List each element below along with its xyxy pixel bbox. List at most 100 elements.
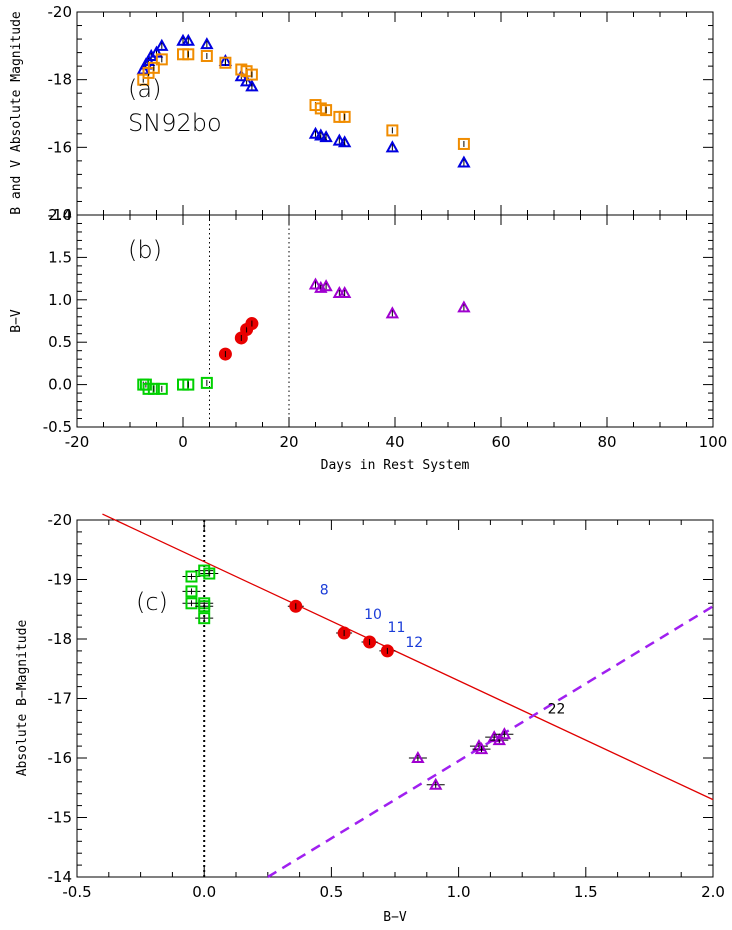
panel-c-purple-triangle-point-shape bbox=[497, 727, 512, 740]
panel-a-b_band-triangle-point bbox=[319, 130, 333, 143]
panel-a-b_band-triangle-point bbox=[332, 133, 347, 146]
panel-c-green-square-point-shape bbox=[185, 570, 198, 583]
panel-b-ylabel: B−V bbox=[9, 309, 24, 333]
panel-a-v_band-square-point bbox=[386, 124, 399, 137]
panel-a-b_band-triangle-point bbox=[457, 155, 471, 168]
panel-b-xtick-label: 60 bbox=[491, 433, 510, 451]
panel-c-green-square-point-shape bbox=[198, 612, 211, 625]
panel-c-green-square-point-shape bbox=[198, 600, 211, 613]
panel-a-b_band-triangle-point-shape bbox=[337, 135, 352, 148]
panel-c-xtick-label: 0.5 bbox=[319, 883, 343, 901]
panel-a-b_band-triangle-point-shape bbox=[239, 74, 254, 87]
panel-a-v_band-square-point-shape bbox=[338, 110, 351, 123]
panel-a-b_band-triangle-point bbox=[200, 37, 214, 50]
panel-a-v_band-square-point-shape bbox=[386, 124, 399, 137]
panel-b-ytick-label: -0.5 bbox=[43, 418, 72, 436]
panel-c-green-square-point-shape bbox=[185, 585, 198, 598]
panel-b-green-square-point-shape bbox=[155, 382, 168, 395]
panel-b-purple-triangle-point bbox=[319, 279, 333, 292]
panel-c-red-circle-point bbox=[363, 635, 377, 649]
panel-b-green-square-point bbox=[200, 376, 213, 389]
panel-c-purple-triangle-point-shape bbox=[492, 733, 507, 746]
panel-b-xtick-label: -20 bbox=[65, 433, 90, 451]
panel-c-purple-triangle-point bbox=[411, 750, 425, 763]
panel-a-b_band-triangle-point-shape bbox=[144, 48, 158, 61]
panel-c-red-circle-point bbox=[337, 626, 351, 640]
panel-c-xlabel: B−V bbox=[383, 910, 407, 925]
panel-a-label: (a) bbox=[128, 75, 161, 103]
panel-b-xtick-label: 20 bbox=[279, 433, 298, 451]
panel-c-ytick-label: -20 bbox=[48, 511, 73, 529]
panel-c-epoch-label: 10 bbox=[364, 607, 382, 623]
panel-c-label: (c) bbox=[136, 588, 168, 616]
panel-c-annotation-22: 22 bbox=[548, 701, 566, 717]
panel-b-red-circle-point bbox=[218, 347, 232, 361]
panel-a-b_band-triangle-point-shape bbox=[385, 140, 400, 153]
panel-a-v_band-square-point bbox=[457, 137, 470, 150]
panel-a-b_band-triangle-point-shape bbox=[308, 126, 323, 139]
panel-b-purple-triangle-point-shape bbox=[457, 300, 471, 313]
panel-c-xtick-label: 2.0 bbox=[701, 883, 725, 901]
panel-b-ytick-label: 1.5 bbox=[48, 248, 72, 266]
panel-b-xtick-label: 40 bbox=[385, 433, 404, 451]
panel-c-green-square-point bbox=[198, 600, 211, 613]
panel-b-green-square-point bbox=[182, 378, 195, 391]
panel-a-v_band-square-point-shape bbox=[320, 104, 333, 117]
panel-c-frame bbox=[76, 519, 714, 878]
panel-c-purple-triangle-point bbox=[429, 777, 443, 790]
panel-b-green-square-point-shape bbox=[200, 376, 213, 389]
panel-a-b_band-triangle-point-shape bbox=[155, 38, 169, 51]
panel-b-purple-triangle-point-shape bbox=[319, 279, 333, 292]
panel-a-v_band-square-point-shape bbox=[457, 137, 470, 150]
panel-a-b_band-triangle-point bbox=[308, 126, 323, 139]
panel-c-red-fit-line bbox=[102, 513, 714, 801]
panel-b-label: (b) bbox=[128, 236, 162, 264]
panel-c-ytick-label: -14 bbox=[48, 868, 73, 886]
sn-name-annotation: SN92bo bbox=[128, 109, 222, 137]
panel-a-b_band-triangle-point bbox=[245, 79, 259, 92]
panel-a-b_band-triangle-point bbox=[181, 33, 195, 46]
marks-layer bbox=[136, 33, 514, 790]
panel-a-v_band-square-point bbox=[155, 53, 168, 66]
panel-b-xlabel: Days in Rest System bbox=[321, 458, 470, 473]
panel-c-ytick-label: -18 bbox=[48, 630, 73, 648]
panel-c-ytick-label: -19 bbox=[48, 571, 73, 589]
panel-a-v_band-square-point-shape bbox=[147, 61, 160, 74]
panel-c-epoch-label: 11 bbox=[388, 620, 406, 636]
panel-c-epoch-label: 12 bbox=[405, 635, 423, 651]
panel-a-b_band-triangle-point-shape bbox=[332, 133, 347, 146]
panel-b-green-square-point bbox=[155, 382, 168, 395]
panel-c-green-square-point bbox=[185, 570, 198, 583]
panel-a-b_band-triangle-point bbox=[155, 38, 169, 51]
panel-c-xtick-label: -0.5 bbox=[62, 883, 91, 901]
panel-a-b_band-triangle-point-shape bbox=[245, 79, 259, 92]
panel-b-ytick-label: 0.5 bbox=[48, 333, 72, 351]
ticks-layer bbox=[76, 11, 714, 878]
panel-c-green-square-point-shape bbox=[203, 567, 216, 580]
panel-a-ytick-label: -18 bbox=[48, 71, 73, 89]
panel-a-b_band-triangle-point-shape bbox=[319, 130, 333, 143]
panel-a-b_band-triangle-point bbox=[385, 140, 400, 153]
panel-b-green-square-point-shape bbox=[182, 378, 195, 391]
panel-c-green-square-point bbox=[203, 567, 216, 580]
panel-a-ytick-label: -16 bbox=[48, 138, 73, 156]
panel-b-ytick-label: 1.0 bbox=[48, 291, 72, 309]
panel-c-green-square-point bbox=[198, 612, 211, 625]
panel-a-v_band-square-point-shape bbox=[182, 48, 195, 61]
panel-a-v_band-square-point-shape bbox=[245, 68, 258, 81]
panel-a-v_band-square-point bbox=[182, 48, 195, 61]
panel-c-purple-triangle-point-shape bbox=[429, 777, 443, 790]
panel-b-purple-triangle-point bbox=[337, 285, 352, 299]
panel-c-ytick-label: -17 bbox=[48, 690, 73, 708]
panel-b-xtick-label: 100 bbox=[699, 433, 728, 451]
panel-c-red-circle-point bbox=[289, 599, 303, 613]
panel-a-v_band-square-point bbox=[219, 56, 232, 69]
panel-b-ytick-label: 2.0 bbox=[48, 206, 72, 224]
labels-layer: -20-18-16-14-0.50.00.51.01.52.0-20 0 20 40 6… bbox=[43, 3, 728, 901]
panel-c-red-circle-point bbox=[380, 644, 394, 658]
panel-c-ytick-label: -16 bbox=[48, 749, 73, 767]
panel-b-purple-triangle-point-shape bbox=[385, 306, 400, 319]
panel-c-ytick-label: -15 bbox=[48, 809, 73, 827]
panel-a-ytick-label: -14 bbox=[48, 206, 73, 224]
panel-c-purple-triangle-point bbox=[474, 742, 489, 755]
